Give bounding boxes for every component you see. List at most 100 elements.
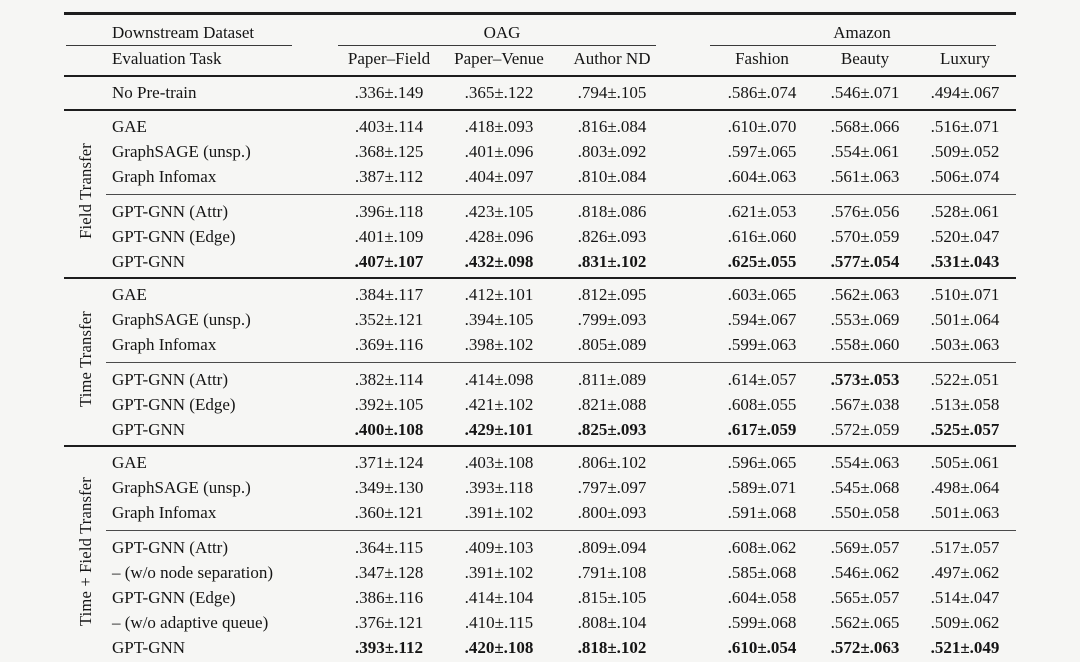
section-label-rotated: Time Transfer bbox=[64, 278, 106, 446]
row-label: GPT-GNN (Attr) bbox=[106, 193, 334, 224]
value-cell: .550±.058 bbox=[830, 502, 900, 522]
value-cell: .386±.116 bbox=[354, 587, 424, 607]
value-cell: .347±.128 bbox=[354, 562, 424, 582]
section-time-transfer: Time Transfer GAE .384±.117 .412±.101 .812±.… bbox=[64, 277, 1017, 446]
column-header-beauty: Beauty bbox=[840, 49, 890, 68]
value-cell: .617±.059 bbox=[727, 419, 797, 439]
table-row: GraphSAGE (unsp.) .349±.130 .393±.118 .797±… bbox=[64, 475, 1016, 500]
section-label-rotated: Field Transfer bbox=[64, 110, 106, 278]
column-gap bbox=[670, 635, 708, 662]
row-label: GraphSAGE (unsp.) bbox=[112, 309, 251, 329]
paper-page: Downstream Dataset OAG Amazon Evaluation… bbox=[0, 12, 1080, 662]
table-row: GPT-GNN (Attr) .396±.118.423±.105.818±.08… bbox=[64, 193, 1017, 224]
row-label: GAE bbox=[112, 452, 147, 472]
value-cell: .349±.130 bbox=[354, 477, 424, 497]
value-cell: .429±.101 bbox=[464, 419, 534, 439]
row-label: GAE bbox=[112, 284, 147, 304]
table-row: GPT-GNN (Attr) .364±.115.409±.103.809±.09… bbox=[64, 529, 1017, 560]
value-cell: .497±.062 bbox=[930, 562, 1000, 582]
value-cell: .805±.089 bbox=[577, 334, 647, 354]
table-row: – (w/o adaptive queue) .376±.121 .410±.115… bbox=[64, 610, 1016, 635]
value-cell: .382±.114 bbox=[334, 361, 444, 392]
value-cell: .414±.098 bbox=[444, 361, 554, 392]
value-cell: .597±.065 bbox=[727, 141, 797, 161]
header-column-row: Evaluation Task Paper–Field Paper–Venue … bbox=[64, 46, 1016, 76]
value-cell: .826±.093 bbox=[577, 226, 647, 246]
column-gap bbox=[670, 307, 708, 332]
value-cell: .569±.057 bbox=[816, 529, 914, 560]
value-cell: .604±.058 bbox=[727, 587, 797, 607]
value-cell: .821±.088 bbox=[577, 394, 647, 414]
value-cell: .421±.102 bbox=[464, 394, 534, 414]
value-cell: .816±.084 bbox=[577, 116, 647, 136]
table-row: Field Transfer GAE .403±.114 .418±.093 .816±… bbox=[64, 110, 1016, 239]
column-gap bbox=[670, 392, 708, 417]
section-label-text: Time + Field Transfer bbox=[75, 477, 95, 627]
column-header-fashion: Fashion bbox=[735, 49, 789, 68]
row-label: GPT-GNN bbox=[112, 251, 186, 271]
evaluation-task-header: Evaluation Task bbox=[112, 49, 222, 68]
column-gap bbox=[670, 278, 708, 307]
value-cell: .599±.068 bbox=[727, 612, 797, 632]
value-cell: .409±.103 bbox=[444, 529, 554, 560]
column-gap bbox=[670, 164, 708, 195]
value-cell: .513±.058 bbox=[930, 394, 1000, 414]
value-cell: .610±.070 bbox=[727, 116, 797, 136]
column-header-luxury: Luxury bbox=[939, 49, 991, 68]
section-field-transfer: Field Transfer GAE .403±.114 .418±.093 .816±… bbox=[64, 109, 1017, 278]
column-gap bbox=[670, 332, 708, 363]
table-row: Time + Field Transfer GAE .371±.124 .403±.1… bbox=[64, 446, 1016, 627]
value-cell: .621±.053 bbox=[708, 193, 816, 224]
row-label: No Pre-train bbox=[112, 82, 197, 102]
row-label: GPT-GNN (Edge) bbox=[112, 226, 236, 246]
value-cell: .545±.068 bbox=[830, 477, 900, 497]
table-row: GPT-GNN (Edge) .392±.105 .421±.102 .821±.08… bbox=[64, 392, 1016, 417]
row-label: GPT-GNN bbox=[112, 637, 186, 657]
value-cell: .352±.121 bbox=[354, 309, 424, 329]
value-cell: .371±.124 bbox=[354, 452, 424, 472]
column-header-author-nd: Author ND bbox=[573, 49, 651, 68]
value-cell: .401±.109 bbox=[354, 226, 424, 246]
header-group-row: Downstream Dataset OAG Amazon bbox=[64, 14, 1016, 46]
section-label-rotated: Time + Field Transfer bbox=[64, 446, 106, 662]
results-table: Downstream Dataset OAG Amazon Evaluation… bbox=[64, 12, 1017, 662]
value-cell: .498±.064 bbox=[930, 477, 1000, 497]
value-cell: .589±.071 bbox=[727, 477, 797, 497]
section-label-text: Field Transfer bbox=[75, 143, 95, 239]
value-cell: .610±.054 bbox=[727, 637, 797, 657]
value-cell: .516±.071 bbox=[930, 116, 1000, 136]
value-cell: .414±.104 bbox=[464, 587, 534, 607]
row-label: GPT-GNN (Attr) bbox=[106, 529, 334, 560]
value-cell: .608±.055 bbox=[727, 394, 797, 414]
column-gap bbox=[670, 610, 708, 635]
table-row: Graph Infomax .369±.116 .398±.102 .805±.089… bbox=[64, 332, 1016, 363]
value-cell: .616±.060 bbox=[727, 226, 797, 246]
value-cell: .365±.122 bbox=[464, 82, 534, 102]
value-cell: .803±.092 bbox=[577, 141, 647, 161]
value-cell: .506±.074 bbox=[930, 166, 1000, 186]
value-cell: .364±.115 bbox=[334, 529, 444, 560]
value-cell: .596±.065 bbox=[727, 452, 797, 472]
value-cell: .561±.063 bbox=[830, 166, 900, 186]
value-cell: .604±.063 bbox=[727, 166, 797, 186]
value-cell: .412±.101 bbox=[464, 284, 534, 304]
value-cell: .808±.104 bbox=[577, 612, 647, 632]
row-label: GPT-GNN (Edge) bbox=[112, 587, 236, 607]
section-time-field-transfer: Time + Field Transfer GAE .371±.124 .403±.1… bbox=[64, 445, 1017, 662]
value-cell: .391±.102 bbox=[464, 562, 534, 582]
value-cell: .528±.061 bbox=[914, 193, 1017, 224]
no-pretrain-section: No Pre-train .336±.149 .365±.122 .794±.1… bbox=[64, 76, 1016, 110]
column-gap bbox=[670, 475, 708, 500]
column-gap bbox=[670, 417, 708, 446]
value-cell: .521±.049 bbox=[930, 637, 1000, 657]
value-cell: .586±.074 bbox=[727, 82, 797, 102]
value-cell: .565±.057 bbox=[830, 587, 900, 607]
value-cell: .509±.052 bbox=[930, 141, 1000, 161]
value-cell: .614±.057 bbox=[708, 361, 816, 392]
table-row: GPT-GNN .400±.108 .429±.101 .825±.093 .617±.… bbox=[64, 417, 1016, 446]
value-cell: .391±.102 bbox=[464, 502, 534, 522]
column-header-paper-venue: Paper–Venue bbox=[454, 49, 544, 68]
value-cell: .585±.068 bbox=[727, 562, 797, 582]
value-cell: .568±.066 bbox=[830, 116, 900, 136]
value-cell: .577±.054 bbox=[830, 251, 900, 271]
